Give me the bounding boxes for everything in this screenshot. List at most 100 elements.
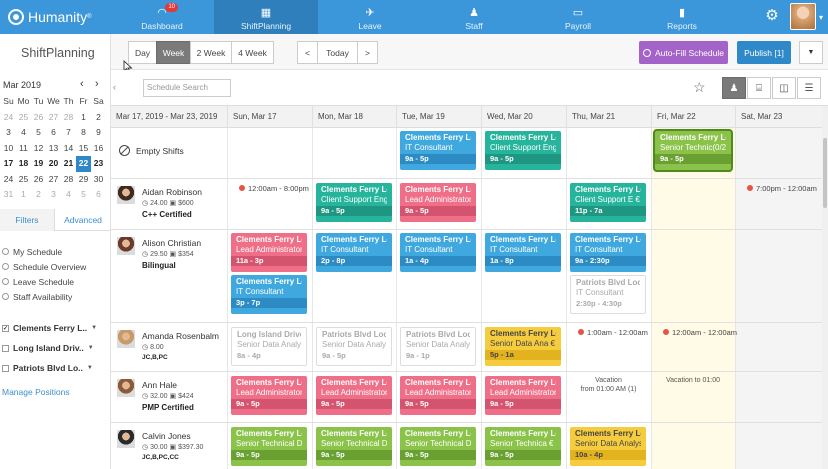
- schedule-cell[interactable]: [481, 179, 566, 229]
- calendar-day[interactable]: 15: [78, 142, 89, 153]
- shift-card[interactable]: Patriots Blvd LocatiSenior Data Analyst 9…: [400, 327, 476, 366]
- calendar-day[interactable]: 31: [3, 189, 14, 199]
- calendar-day[interactable]: 14: [63, 142, 74, 153]
- calendar-day[interactable]: 1: [81, 111, 86, 122]
- schedule-cell[interactable]: [227, 230, 312, 322]
- schedule-cell[interactable]: [396, 179, 481, 229]
- calendar-day[interactable]: 20: [48, 158, 59, 168]
- calendar-prev-icon[interactable]: ‹: [80, 78, 84, 90]
- checkbox-icon[interactable]: ✓: [2, 324, 9, 332]
- nav-shiftplanning[interactable]: ▦ ShiftPlanning: [214, 0, 318, 34]
- calendar-day[interactable]: 11: [19, 142, 28, 153]
- calendar-day[interactable]: 3: [6, 127, 11, 137]
- radio-icon[interactable]: [2, 293, 9, 300]
- schedule-cell[interactable]: [651, 230, 735, 322]
- scrollbar[interactable]: [822, 106, 828, 469]
- calendar-day[interactable]: 21: [63, 158, 74, 168]
- position-view-icon[interactable]: ⌸: [747, 77, 771, 99]
- schedule-search-input[interactable]: Schedule Search: [143, 79, 231, 97]
- schedule-cell[interactable]: [481, 128, 566, 178]
- schedule-cell[interactable]: [227, 179, 312, 229]
- shift-card[interactable]: Clements Ferry LocaIT Consultant 1a - 4p: [400, 233, 476, 272]
- schedule-cell[interactable]: [312, 179, 396, 229]
- calendar-day[interactable]: 4: [21, 127, 26, 137]
- filter-option[interactable]: My Schedule: [0, 244, 86, 259]
- user-avatar[interactable]: [790, 3, 816, 30]
- calendar-day[interactable]: 8: [81, 127, 86, 137]
- schedule-cell[interactable]: [651, 423, 735, 469]
- calendar-day[interactable]: 13: [48, 142, 59, 153]
- shift-card[interactable]: Clements Ferry LocaLead Administrator 9a …: [400, 376, 476, 415]
- publish-options-chevron-icon[interactable]: ▼: [799, 41, 823, 64]
- shift-card[interactable]: Clements Ferry LocaLead Administrator 9a …: [485, 376, 561, 415]
- schedule-cell[interactable]: [735, 230, 822, 322]
- chevron-down-icon[interactable]: ▼: [87, 345, 94, 351]
- schedule-cell[interactable]: [312, 323, 396, 371]
- tab-advanced[interactable]: Advanced: [64, 215, 102, 225]
- calendar-day[interactable]: 5: [81, 189, 86, 199]
- location-view-icon[interactable]: ◫: [772, 77, 796, 99]
- schedule-cell[interactable]: [566, 128, 651, 178]
- schedule-cell[interactable]: [566, 372, 651, 422]
- list-view-icon[interactable]: ☰: [797, 77, 821, 99]
- schedule-cell[interactable]: [312, 230, 396, 322]
- schedule-cell[interactable]: [566, 230, 651, 322]
- schedule-cell[interactable]: [227, 372, 312, 422]
- schedule-cell[interactable]: [735, 323, 822, 371]
- star-icon[interactable]: ☆: [693, 79, 706, 95]
- shift-card[interactable]: Clements Ferry LocaIT Consultant 3p - 7p: [231, 275, 307, 314]
- next-week-button[interactable]: >: [357, 41, 378, 64]
- location-filter[interactable]: Long Island Driv.. ▼: [0, 338, 97, 358]
- calendar-day[interactable]: 17: [3, 158, 14, 168]
- schedule-cell[interactable]: [651, 179, 735, 229]
- schedule-cell[interactable]: [566, 323, 651, 371]
- shift-card[interactable]: Clements Ferry LocaLead Administrator 9a …: [231, 376, 307, 415]
- schedule-cell[interactable]: [227, 128, 312, 178]
- calendar-day[interactable]: 27: [48, 173, 59, 184]
- view-4week-button[interactable]: 4 Week: [231, 41, 274, 64]
- shift-card[interactable]: Clements Ferry LocaLead Administrator 9a …: [400, 183, 476, 222]
- location-filter[interactable]: ✓ Clements Ferry L.. ▼: [0, 318, 97, 338]
- employee-name[interactable]: Calvin Jones: [142, 431, 191, 441]
- schedule-cell[interactable]: [396, 128, 481, 178]
- radio-icon[interactable]: [2, 248, 9, 255]
- employee-name[interactable]: Ann Hale: [142, 380, 177, 390]
- shift-card[interactable]: Clements Ferry LocaSenior Technical De 9a…: [316, 427, 392, 466]
- tab-filters[interactable]: Filters: [0, 209, 55, 231]
- chevron-down-icon[interactable]: ▼: [91, 325, 98, 331]
- shift-card[interactable]: Clements Ferry LocaIT Consultant 2p - 8p: [316, 233, 392, 272]
- shift-card[interactable]: Clements Ferry LocaIT Consultant 1a - 8p: [485, 233, 561, 272]
- schedule-cell[interactable]: [312, 128, 396, 178]
- prev-week-button[interactable]: <: [297, 41, 318, 64]
- unavailability-label[interactable]: 12:00am - 12:00am: [663, 328, 737, 337]
- schedule-cell[interactable]: [735, 128, 822, 178]
- autofill-button[interactable]: Auto-Fill Schedule: [639, 41, 728, 64]
- calendar-day[interactable]: 26: [33, 173, 44, 184]
- shift-card[interactable]: Clements Ferry LocaSenior Data Ana € 5p -…: [485, 327, 561, 366]
- schedule-cell[interactable]: [735, 179, 822, 229]
- schedule-cell[interactable]: [396, 372, 481, 422]
- calendar-day[interactable]: 2: [96, 111, 101, 122]
- schedule-cell[interactable]: [481, 323, 566, 371]
- shift-card[interactable]: Clements Ferry LocaSenior Technic(0/2) 9a…: [655, 131, 731, 170]
- day-header[interactable]: Tue, Mar 19: [396, 106, 481, 128]
- vacation-label[interactable]: Vacation from 01:00 AM (1): [566, 376, 651, 394]
- schedule-cell[interactable]: [481, 230, 566, 322]
- brand-logo[interactable]: Humanity ®: [0, 0, 110, 34]
- calendar-day[interactable]: 4: [66, 189, 71, 199]
- schedule-cell[interactable]: [735, 372, 822, 422]
- calendar-day[interactable]: 23: [93, 158, 104, 168]
- calendar-day[interactable]: 5: [36, 127, 41, 137]
- gear-icon[interactable]: ⚙: [765, 7, 779, 24]
- radio-icon[interactable]: [2, 278, 9, 285]
- calendar-day[interactable]: 28: [63, 173, 74, 184]
- location-filter[interactable]: Patriots Blvd Lo.. ▼: [0, 358, 97, 378]
- shift-card[interactable]: Patriots Blvd LocatiSenior Data Analyst 9…: [316, 327, 392, 366]
- scrollbar-thumb[interactable]: [823, 138, 827, 208]
- calendar-day[interactable]: 18: [18, 158, 29, 168]
- calendar-day[interactable]: 2: [36, 189, 41, 199]
- schedule-cell[interactable]: [396, 323, 481, 371]
- schedule-cell[interactable]: [566, 179, 651, 229]
- checkbox-icon[interactable]: [2, 364, 9, 372]
